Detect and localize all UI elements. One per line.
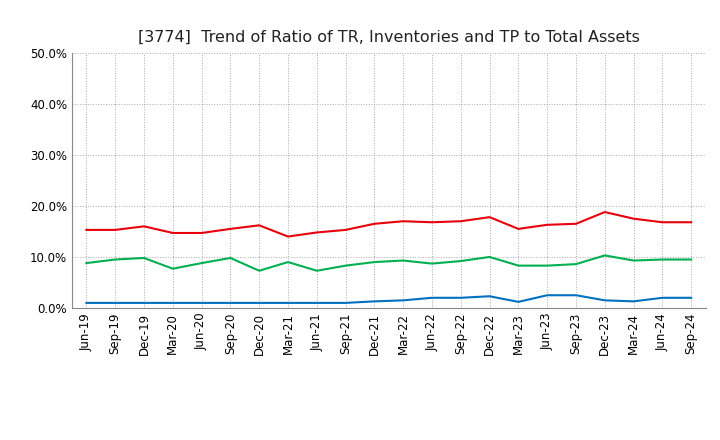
Inventories bbox=[370, 299, 379, 304]
Line: Inventories: Inventories bbox=[86, 295, 691, 303]
Trade Receivables bbox=[456, 219, 465, 224]
Trade Receivables bbox=[255, 223, 264, 228]
Trade Payables bbox=[658, 257, 667, 262]
Inventories bbox=[514, 299, 523, 304]
Line: Trade Payables: Trade Payables bbox=[86, 256, 691, 271]
Inventories bbox=[168, 300, 177, 305]
Trade Payables bbox=[428, 261, 436, 266]
Trade Receivables bbox=[312, 230, 321, 235]
Inventories bbox=[284, 300, 292, 305]
Trade Receivables bbox=[140, 224, 148, 229]
Trade Payables bbox=[197, 260, 206, 266]
Trade Payables bbox=[82, 260, 91, 266]
Trade Receivables bbox=[687, 220, 696, 225]
Trade Payables bbox=[485, 254, 494, 260]
Inventories bbox=[255, 300, 264, 305]
Trade Receivables bbox=[82, 227, 91, 233]
Inventories bbox=[82, 300, 91, 305]
Trade Payables bbox=[600, 253, 609, 258]
Inventories bbox=[485, 293, 494, 299]
Trade Payables bbox=[140, 255, 148, 260]
Trade Receivables bbox=[341, 227, 350, 233]
Inventories bbox=[197, 300, 206, 305]
Trade Payables bbox=[629, 258, 638, 263]
Trade Payables bbox=[111, 257, 120, 262]
Trade Receivables bbox=[514, 226, 523, 231]
Trade Receivables bbox=[399, 219, 408, 224]
Trade Receivables bbox=[485, 215, 494, 220]
Trade Payables bbox=[370, 260, 379, 265]
Trade Receivables bbox=[226, 226, 235, 231]
Inventories bbox=[687, 295, 696, 301]
Trade Payables bbox=[514, 263, 523, 268]
Trade Receivables bbox=[370, 221, 379, 227]
Trade Receivables bbox=[428, 220, 436, 225]
Inventories bbox=[629, 299, 638, 304]
Trade Payables bbox=[341, 263, 350, 268]
Trade Payables bbox=[456, 258, 465, 264]
Title: [3774]  Trend of Ratio of TR, Inventories and TP to Total Assets: [3774] Trend of Ratio of TR, Inventories… bbox=[138, 29, 640, 45]
Trade Payables bbox=[572, 261, 580, 267]
Trade Payables bbox=[168, 266, 177, 271]
Inventories bbox=[600, 298, 609, 303]
Trade Receivables bbox=[111, 227, 120, 233]
Inventories bbox=[572, 293, 580, 298]
Trade Receivables bbox=[168, 230, 177, 235]
Inventories bbox=[543, 293, 552, 298]
Trade Receivables bbox=[572, 221, 580, 227]
Trade Receivables bbox=[658, 220, 667, 225]
Trade Payables bbox=[399, 258, 408, 263]
Inventories bbox=[456, 295, 465, 301]
Trade Receivables bbox=[543, 222, 552, 227]
Inventories bbox=[341, 300, 350, 305]
Inventories bbox=[226, 300, 235, 305]
Inventories bbox=[312, 300, 321, 305]
Trade Payables bbox=[255, 268, 264, 273]
Trade Payables bbox=[284, 260, 292, 265]
Trade Receivables bbox=[629, 216, 638, 221]
Trade Payables bbox=[543, 263, 552, 268]
Trade Receivables bbox=[600, 209, 609, 215]
Trade Receivables bbox=[197, 230, 206, 235]
Inventories bbox=[658, 295, 667, 301]
Trade Payables bbox=[687, 257, 696, 262]
Trade Payables bbox=[312, 268, 321, 273]
Line: Trade Receivables: Trade Receivables bbox=[86, 212, 691, 237]
Trade Payables bbox=[226, 255, 235, 260]
Inventories bbox=[399, 298, 408, 303]
Inventories bbox=[428, 295, 436, 301]
Inventories bbox=[140, 300, 148, 305]
Inventories bbox=[111, 300, 120, 305]
Trade Receivables bbox=[284, 234, 292, 239]
